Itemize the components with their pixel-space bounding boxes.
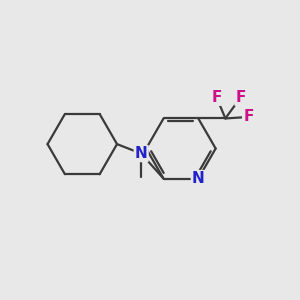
Text: F: F <box>243 110 254 124</box>
Text: F: F <box>236 90 246 105</box>
Text: F: F <box>212 90 222 105</box>
Text: N: N <box>192 171 205 186</box>
Text: N: N <box>135 146 148 161</box>
